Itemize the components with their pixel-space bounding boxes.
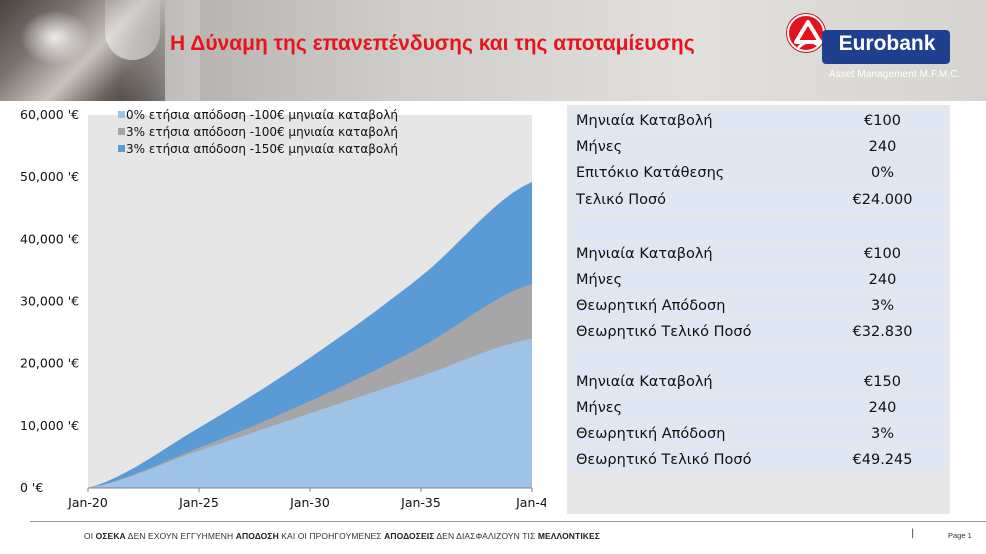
table-row: Θεωρητική Απόδοση 3% — [570, 422, 947, 446]
disclaimer-bold: ΟΣΕΚΑ — [95, 531, 126, 541]
row-value: €24.000 — [852, 192, 913, 208]
page-number: Page 1 — [948, 531, 972, 540]
y-tick-label: 0 '€ — [20, 480, 43, 495]
table-row: Μήνες 240 — [570, 268, 947, 292]
x-tick-label: Jan-20 — [67, 495, 108, 510]
area-chart: 0 '€ 10,000 '€ 20,000 '€ 30,000 '€ 40,000 '€… — [14, 107, 546, 512]
table-row: Θεωρητική Απόδοση 3% — [570, 294, 947, 318]
table-row: Θεωρητικό Τελικό Ποσό €32.830 — [570, 320, 947, 344]
table-row: Τελικό Ποσό €24.000 — [570, 188, 947, 212]
row-value: 240 — [868, 400, 897, 416]
table-row: Μήνες 240 — [570, 135, 947, 159]
disclaimer-part: ΔΕΝ ΕΧΟΥΝ ΕΓΓΥΗΜΕΝΗ — [125, 531, 236, 541]
y-tick-label: 50,000 '€ — [20, 169, 79, 184]
table-row: Μηνιαία Καταβολή €100 — [570, 109, 947, 133]
brand-name: Eurobank — [838, 32, 936, 55]
legend-label: 3% ετήσια απόδοση -150€ μηνιαία καταβολή — [126, 142, 398, 156]
page-title: Η Δύναμη της επανεπένδυσης και της αποτα… — [170, 32, 695, 55]
row-label: Θεωρητική Απόδοση — [576, 298, 726, 314]
row-value: 3% — [870, 426, 894, 442]
legend-label: 3% ετήσια απόδοση -100€ μηνιαία καταβολή — [126, 125, 398, 139]
photo-glare — [20, 10, 90, 65]
table-row: Μήνες 240 — [570, 396, 947, 420]
summary-table: Μηνιαία Καταβολή €100 Μήνες 240 Επιτόκιο Κατ… — [567, 105, 950, 514]
row-label: Μήνες — [576, 272, 623, 288]
disclaimer-part: ΟΙ — [84, 531, 96, 541]
row-label: Θεωρητική Απόδοση — [576, 426, 726, 442]
legend-swatch — [118, 111, 125, 118]
row-value: €100 — [864, 246, 901, 262]
footer-separator: | — [911, 528, 915, 539]
series-area-1 — [88, 338, 532, 488]
row-value: 0% — [870, 165, 894, 181]
y-tick-label: 20,000 '€ — [20, 356, 79, 371]
row-value: €150 — [864, 374, 901, 390]
y-tick-label: 60,000 '€ — [20, 107, 79, 122]
row-label: Θεωρητικό Τελικό Ποσό — [576, 452, 752, 468]
disclaimer-bold: ΑΠΟΔΟΣΗ — [235, 531, 279, 541]
x-tick-label: Jan-35 — [400, 495, 441, 510]
x-tick-label: Jan-30 — [289, 495, 330, 510]
row-label: Επιτόκιο Κατάθεσης — [576, 165, 725, 181]
footer-divider — [30, 521, 986, 522]
table-spacer — [570, 346, 947, 370]
table-spacer — [570, 216, 947, 240]
row-label: Μήνες — [576, 139, 623, 155]
disclaimer-part: ΚΑΙ ΟΙ ΠΡΟΗΓΟΥΜΕΝΕΣ — [278, 531, 385, 541]
legend-swatch — [118, 145, 125, 152]
row-value: €100 — [864, 113, 901, 129]
banner-fade — [120, 0, 200, 101]
table-row: Μηνιαία Καταβολή €150 — [570, 370, 947, 394]
brand-subtitle: Asset Management M.F.M.C. — [829, 69, 961, 80]
disclaimer-bold: ΜΕΛΛΟΝΤΙΚΕΣ — [537, 531, 600, 541]
table-row: Μηνιαία Καταβολή €100 — [570, 242, 947, 266]
x-tick-label: Jan-25 — [178, 495, 219, 510]
row-value: €32.830 — [852, 324, 913, 340]
x-tick-label: Jan-4 — [515, 495, 546, 510]
row-value: 240 — [868, 139, 897, 155]
eurobank-logo-icon — [787, 14, 825, 52]
chart-svg: 0 '€ 10,000 '€ 20,000 '€ 30,000 '€ 40,000 '€… — [20, 107, 546, 510]
y-tick-label: 10,000 '€ — [20, 418, 79, 433]
disclaimer-bold: ΑΠΟΔΟΣΕΙΣ — [384, 531, 435, 541]
table-row: Θεωρητικό Τελικό Ποσό €49.245 — [570, 448, 947, 472]
row-value: 240 — [868, 272, 897, 288]
y-tick-label: 40,000 '€ — [20, 231, 79, 246]
legend-swatch — [118, 128, 125, 135]
row-label: Μηνιαία Καταβολή — [576, 113, 713, 129]
row-value: 3% — [870, 298, 894, 314]
row-label: Τελικό Ποσό — [576, 192, 667, 208]
row-label: Μηνιαία Καταβολή — [576, 246, 713, 262]
legend-label: 0% ετήσια απόδοση -100€ μηνιαία καταβολή — [126, 108, 398, 122]
row-label: Θεωρητικό Τελικό Ποσό — [576, 324, 752, 340]
row-value: €49.245 — [852, 452, 913, 468]
row-label: Μήνες — [576, 400, 623, 416]
disclaimer-part: ΔΕΝ ΔΙΑΣΦΑΛΙΖΟΥΝ ΤΙΣ — [434, 531, 538, 541]
header-banner: Η Δύναμη της επανεπένδυσης και της αποτα… — [0, 0, 986, 101]
brand-box — [822, 30, 950, 64]
y-tick-label: 30,000 '€ — [20, 294, 79, 309]
table-row: Επιτόκιο Κατάθεσης 0% — [570, 161, 947, 185]
disclaimer: ΟΙ ΟΣΕΚΑ ΔΕΝ ΕΧΟΥΝ ΕΓΓΥΗΜΕΝΗ ΑΠΟΔΟΣΗ ΚΑΙ… — [84, 531, 600, 541]
row-label: Μηνιαία Καταβολή — [576, 374, 713, 390]
